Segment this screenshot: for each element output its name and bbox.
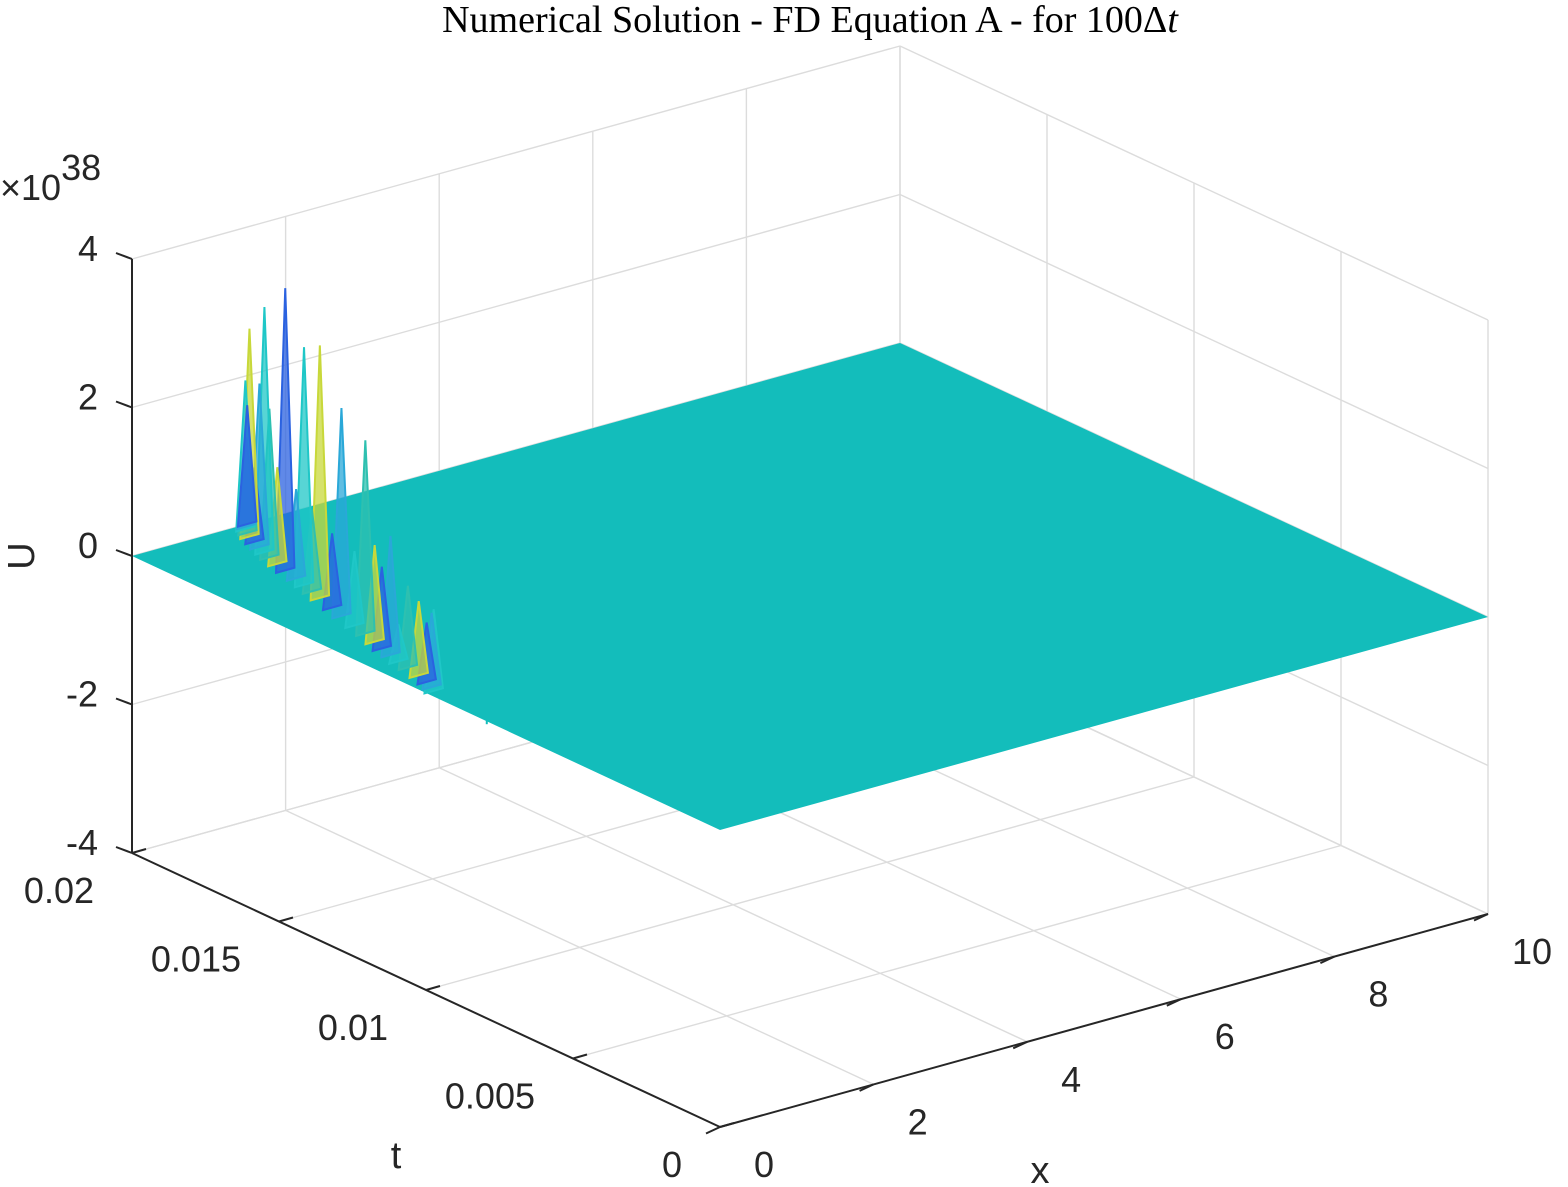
t-tick-1 (572, 1053, 588, 1060)
x-axis-line (719, 913, 1489, 1128)
u-tick-3 (115, 400, 133, 409)
axes-layer (115, 252, 1489, 1135)
chart-title-main: Numerical Solution - FD Equation A - for… (442, 0, 1167, 41)
t-tick-4 (131, 848, 147, 854)
u-tick-0 (115, 846, 133, 854)
z-exponent-power: 38 (61, 147, 101, 188)
u-tick-label-3: 2 (78, 377, 98, 418)
t-tick-label-2: 0.01 (318, 1007, 388, 1048)
x-tick-label-0: 0 (754, 1144, 774, 1185)
x-tick-label-5: 10 (1512, 931, 1552, 972)
x-tick-label-2: 4 (1061, 1059, 1081, 1100)
surface-layer (132, 343, 1488, 830)
grid-line-back-z-4 (131, 45, 901, 260)
spike-27 (236, 405, 258, 528)
z-exponent: ×1038 (0, 147, 101, 208)
x-tick-5 (1473, 913, 1489, 922)
u-tick-label-0: -4 (66, 822, 98, 863)
t-tick-3 (278, 916, 294, 923)
tick-label-layer: 0 2 4 6 8 10 0 0.005 0.01 0.015 0.02 -4 -2 0 2 4 (24, 228, 1552, 1185)
u-tick-label-1: -2 (66, 674, 98, 715)
x-axis-label: x (1031, 1150, 1050, 1187)
x-tick-1 (859, 1083, 875, 1092)
x-tick-4 (1319, 955, 1335, 965)
u-axis-label: U (1, 542, 43, 569)
grid-line-side-z-4 (899, 45, 1489, 321)
x-tick-label-1: 2 (908, 1101, 928, 1142)
grid-line-side-z-3 (899, 193, 1489, 470)
chart-title: Numerical Solution - FD Equation A - for… (442, 0, 1179, 41)
grid-line-back-z-3 (131, 193, 901, 409)
x-tick-label-3: 6 (1215, 1016, 1235, 1057)
z-exponent-base: ×10 (0, 167, 61, 208)
t-tick-2 (425, 985, 441, 991)
u-tick-label-4: 4 (78, 228, 98, 269)
grid-line-floor-t-1 (572, 844, 1342, 1060)
spike-9 (355, 440, 376, 638)
u-tick-1 (115, 697, 133, 706)
chart-title-italic: t (1167, 0, 1179, 41)
x-tick-2 (1012, 1040, 1028, 1050)
t-tick-label-3: 0.015 (151, 939, 241, 980)
u-tick-4 (115, 252, 133, 260)
u-tick-label-2: 0 (78, 525, 98, 566)
x-tick-0 (705, 1126, 721, 1135)
spike-layer (235, 288, 444, 695)
t-tick-0 (719, 1122, 735, 1128)
u-tick-2 (115, 549, 133, 557)
x-tick-3 (1166, 998, 1182, 1007)
t-tick-label-1: 0.005 (445, 1076, 535, 1117)
x-tick-label-4: 8 (1368, 974, 1388, 1015)
surface-plane (132, 343, 1488, 830)
grid-line-floor-t-2 (425, 776, 1195, 991)
t-tick-label-4: 0.02 (24, 870, 94, 911)
t-tick-label-0: 0 (662, 1144, 682, 1185)
t-axis-label: t (391, 1135, 402, 1177)
